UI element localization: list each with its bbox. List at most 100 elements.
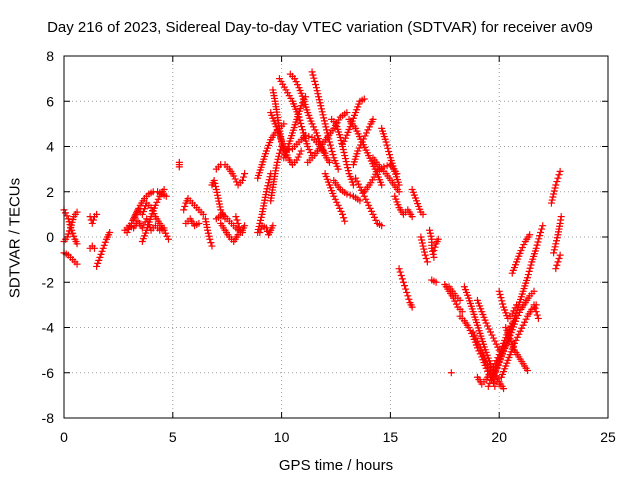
data-point — [310, 123, 318, 131]
data-point — [336, 204, 344, 212]
data-point — [349, 181, 357, 189]
data-point — [234, 219, 242, 227]
data-point — [513, 314, 521, 322]
data-point — [326, 141, 334, 149]
data-point — [516, 327, 524, 335]
data-point — [354, 147, 362, 155]
y-tick-label: 8 — [46, 48, 54, 64]
data-point — [154, 195, 162, 203]
data-point — [343, 161, 351, 169]
data-point — [61, 209, 69, 217]
data-point — [341, 217, 349, 225]
data-point — [487, 376, 495, 384]
data-point — [90, 244, 98, 252]
data-point — [432, 278, 440, 286]
data-point — [217, 206, 225, 214]
data-point — [476, 343, 484, 351]
data-point — [383, 141, 391, 149]
data-point — [70, 232, 78, 240]
data-point — [308, 120, 316, 128]
tick-labels: 0 5 10 15 20 25 -8 -6 -4 -2 0 2 4 6 8 — [42, 48, 616, 445]
data-point — [356, 197, 364, 205]
data-point — [447, 369, 455, 377]
data-point — [341, 152, 349, 160]
data-point — [402, 285, 410, 293]
data-point — [130, 215, 138, 223]
data-point — [501, 343, 509, 351]
data-point — [521, 318, 529, 326]
data-point — [430, 247, 438, 255]
x-axis-label: GPS time / hours — [278, 457, 394, 474]
data-point — [427, 232, 435, 240]
data-point — [204, 226, 212, 234]
data-point — [126, 222, 134, 230]
data-point — [210, 176, 218, 184]
data-point — [305, 132, 313, 140]
data-point — [233, 216, 241, 224]
data-point — [517, 247, 525, 255]
data-point — [264, 182, 272, 190]
data-point — [510, 307, 518, 315]
data-point — [520, 241, 528, 249]
data-point — [357, 141, 365, 149]
data-point — [428, 247, 436, 255]
data-point — [368, 207, 376, 215]
data-point — [548, 196, 556, 204]
data-point — [513, 333, 521, 341]
data-point — [265, 179, 273, 187]
data-point — [556, 251, 564, 259]
y-tick-label: -4 — [42, 320, 55, 336]
data-point — [484, 382, 492, 390]
data-point — [482, 357, 490, 365]
chart-title: Day 216 of 2023, Sidereal Day-to-day VTE… — [47, 19, 593, 36]
data-point — [296, 150, 304, 158]
y-tick-label: 4 — [46, 139, 54, 155]
data-point — [94, 259, 102, 267]
data-point — [489, 373, 497, 381]
data-point — [344, 167, 352, 175]
data-point — [369, 115, 377, 123]
data-point — [302, 131, 310, 139]
data-point — [417, 233, 425, 241]
data-point — [341, 134, 349, 142]
data-point — [370, 213, 378, 221]
data-point — [180, 206, 188, 214]
data-point — [73, 260, 81, 268]
data-point — [89, 216, 97, 224]
y-tick-label: -8 — [42, 410, 55, 426]
data-point — [500, 385, 508, 393]
gridlines — [64, 56, 608, 418]
data-point — [307, 149, 315, 157]
data-point — [101, 238, 109, 246]
data-point — [343, 109, 351, 117]
data-point — [360, 135, 368, 143]
data-point — [426, 229, 434, 237]
data-point — [337, 207, 345, 215]
data-point — [285, 146, 293, 154]
data-point — [524, 271, 532, 279]
data-point — [395, 181, 403, 189]
data-point — [405, 295, 413, 303]
data-point — [553, 234, 561, 242]
data-point — [311, 126, 319, 134]
data-point — [263, 185, 271, 193]
data-point — [418, 239, 426, 247]
data-point — [64, 230, 72, 238]
data-point — [518, 324, 526, 332]
data-point — [355, 144, 363, 152]
data-point — [537, 228, 545, 236]
y-axis-label: SDTVAR / TECUs — [6, 177, 24, 299]
data-point — [342, 158, 350, 166]
data-point — [495, 380, 503, 388]
data-point — [132, 210, 140, 218]
data-point — [489, 334, 497, 342]
data-point — [495, 287, 503, 295]
data-point — [313, 87, 321, 95]
data-point — [319, 111, 327, 119]
data-point — [340, 214, 348, 222]
data-point — [420, 248, 428, 256]
data-point — [535, 235, 543, 243]
data-point — [384, 144, 392, 152]
x-tick-label: 5 — [169, 429, 177, 445]
data-point — [358, 138, 366, 146]
